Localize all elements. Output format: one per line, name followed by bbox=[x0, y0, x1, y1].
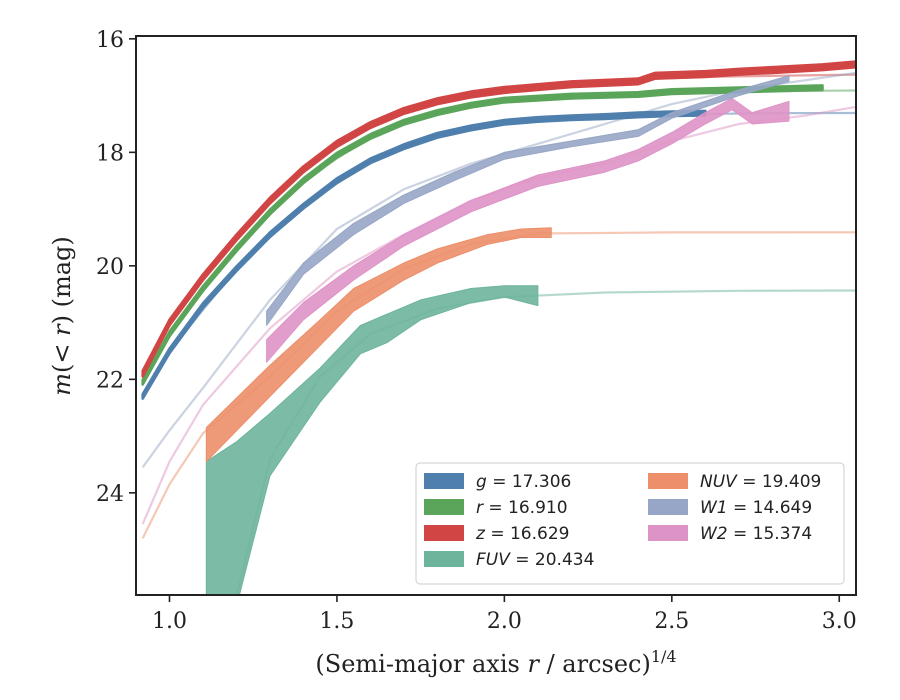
y-tick-label: 24 bbox=[96, 482, 124, 507]
legend-label-nuv: NUV = 19.409 bbox=[700, 472, 821, 492]
x-axis: 1.0 1.5 2.0 2.5 3.0 bbox=[152, 595, 857, 634]
legend: g = 17.306 r = 16.910 z = 16.629 FUV = 20.4… bbox=[415, 462, 845, 585]
legend-label-g: g = 17.306 bbox=[476, 472, 571, 492]
x-axis-label: (Semi-major axis r / arcsec)1/4 bbox=[315, 647, 676, 678]
x-tick-label: 1.5 bbox=[319, 609, 354, 634]
model-line-w1 bbox=[141, 71, 856, 468]
legend-swatch-g bbox=[424, 473, 464, 489]
profile-band-r bbox=[141, 84, 824, 386]
legend-swatch-w2 bbox=[648, 525, 688, 541]
legend-label-w1: W1 = 14.649 bbox=[700, 498, 812, 518]
legend-swatch-fuv bbox=[424, 551, 464, 567]
legend-label-r: r = 16.910 bbox=[476, 498, 568, 518]
y-tick-label: 18 bbox=[96, 141, 124, 166]
y-axis-label: m(< r) (mag) bbox=[48, 236, 76, 396]
legend-swatch-z bbox=[424, 525, 464, 541]
profile-band-nuv bbox=[205, 227, 552, 463]
profile-band-w1 bbox=[266, 75, 790, 326]
plot-frame bbox=[135, 35, 857, 596]
legend-swatch-w1 bbox=[648, 499, 688, 515]
profile-band-z bbox=[141, 60, 856, 378]
x-tick-label: 3.0 bbox=[822, 609, 857, 634]
y-axis: 16 18 20 22 24 bbox=[96, 28, 136, 507]
legend-swatch-r bbox=[424, 499, 464, 515]
legend-label-fuv: FUV = 20.434 bbox=[476, 550, 594, 570]
profile-band-fuv bbox=[205, 285, 539, 595]
y-tick-label: 20 bbox=[96, 255, 124, 280]
y-tick-label: 16 bbox=[96, 28, 124, 53]
legend-swatch-nuv bbox=[648, 473, 688, 489]
x-tick-label: 2.5 bbox=[654, 609, 689, 634]
y-tick-label: 22 bbox=[96, 368, 124, 393]
x-tick-label: 1.0 bbox=[152, 609, 187, 634]
legend-frame bbox=[415, 462, 845, 585]
legend-label-w2: W2 = 15.374 bbox=[700, 524, 812, 544]
x-tick-label: 2.0 bbox=[487, 609, 522, 634]
profile-band-w2 bbox=[266, 97, 790, 363]
plot-marks bbox=[141, 60, 856, 595]
legend-label-z: z = 16.629 bbox=[475, 524, 569, 544]
